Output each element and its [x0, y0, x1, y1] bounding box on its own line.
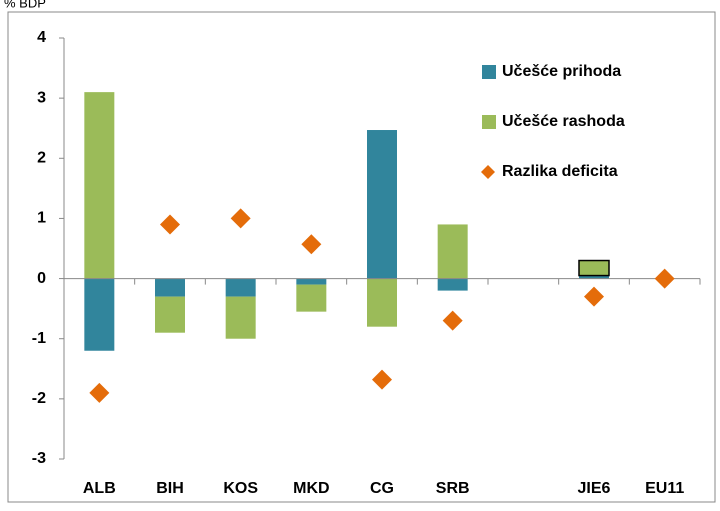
x-tick-label: CG: [370, 480, 394, 497]
x-tick-label: SRB: [436, 480, 470, 497]
bar: [296, 278, 327, 285]
legend-marker: [481, 165, 495, 179]
y-tick-label: -1: [32, 330, 46, 347]
bar: [578, 259, 610, 277]
bar: [84, 278, 115, 351]
bar: [225, 278, 256, 297]
bar: [155, 278, 185, 297]
diamond: [160, 214, 180, 235]
bar: [84, 92, 115, 279]
frame: [7, 11, 716, 503]
y-tick-label: 2: [37, 150, 46, 167]
bar: [296, 284, 327, 312]
legend-label: Učešće prihoda: [502, 63, 621, 80]
x-tick-label: MKD: [293, 480, 329, 497]
y-label: % BDP: [4, 0, 46, 10]
diamond: [442, 310, 463, 331]
diamond: [230, 208, 251, 229]
x-tick-label: ALB: [83, 480, 116, 497]
y-tick-label: 0: [37, 270, 46, 287]
bar: [225, 296, 256, 339]
legend-swatch: [482, 65, 496, 79]
legend-label: Razlika deficita: [502, 163, 618, 180]
x-tick-label: EU11: [645, 480, 684, 497]
y-tick-label: 3: [37, 89, 46, 106]
bar: [155, 296, 185, 333]
bar: [367, 278, 397, 327]
y-tick-label: 4: [37, 29, 46, 46]
bar: [437, 224, 468, 279]
y-tick-label: -2: [32, 390, 46, 407]
bar: [367, 130, 397, 279]
y-tick-label: -3: [32, 450, 46, 467]
diamond: [301, 234, 322, 255]
y-tick-label: 1: [37, 210, 46, 227]
bar: [579, 275, 609, 279]
x-tick-label: JIE6: [578, 480, 611, 497]
diamond: [654, 268, 675, 289]
legend-swatch: [482, 115, 496, 129]
diamond: [89, 382, 110, 403]
bar: [437, 278, 468, 291]
x-tick-label: BIH: [156, 480, 184, 497]
diamond: [372, 369, 392, 390]
diamond: [584, 286, 604, 307]
x-tick-label: KOS: [223, 480, 258, 497]
legend-label: Učešće rashoda: [502, 113, 625, 130]
